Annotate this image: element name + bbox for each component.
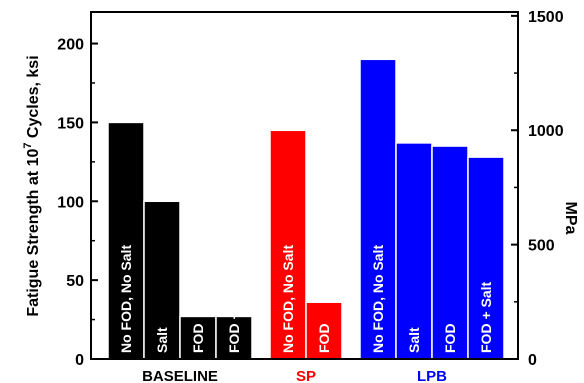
y-axis-title-tail: Cycles, ksi: [25, 55, 42, 142]
bar-sp-2: [305, 301, 343, 360]
bar-label-baseline-1: No FOD, No Salt: [118, 245, 134, 353]
y-axis-title-superscript: 7: [22, 143, 34, 149]
bar-label-baseline-4: FOD + Salt: [226, 281, 242, 353]
group-label-sp: SP: [296, 368, 316, 383]
left-tick-label-50: 50: [66, 273, 84, 290]
bar-label-baseline-3: FOD: [190, 323, 206, 353]
bar-label-sp-1: No FOD, No Salt: [280, 245, 296, 353]
right-tick-label-0: 0: [528, 352, 537, 369]
bar-baseline-4: [215, 315, 253, 360]
group-labels-layer: BASELINE SP LPB: [142, 368, 447, 383]
bar-label-lpb-4: FOD + Salt: [478, 281, 494, 353]
y-axis-title-right: MPa: [562, 202, 579, 235]
bars-layer: [107, 58, 505, 360]
ticks-layer: 0 50 100 150 200 0 500 1000 1500: [57, 9, 563, 369]
bar-baseline-2: [143, 200, 181, 360]
left-tick-label-100: 100: [57, 194, 84, 211]
left-tick-label-0: 0: [75, 352, 84, 369]
bar-lpb-2: [395, 142, 433, 360]
right-tick-label-1000: 1000: [528, 123, 564, 140]
bar-lpb-3: [431, 145, 469, 360]
left-tick-label-200: 200: [57, 37, 84, 54]
group-label-baseline: BASELINE: [142, 368, 218, 383]
bar-label-lpb-1: No FOD, No Salt: [370, 245, 386, 353]
bar-label-sp-2: FOD: [316, 323, 332, 353]
right-tick-label-1500: 1500: [528, 9, 564, 26]
bar-baseline-1: [107, 121, 145, 360]
left-tick-label-150: 150: [57, 115, 84, 132]
bar-labels-layer: No FOD, No Salt Salt FOD FOD + Salt No FOD, …: [118, 245, 494, 353]
bar-label-lpb-3: FOD: [442, 323, 458, 353]
y-axis-title-main: Fatigue Strength at 10: [25, 149, 42, 317]
bar-label-lpb-2: Salt: [406, 327, 422, 353]
bar-label-baseline-2: Salt: [154, 327, 170, 353]
group-label-lpb: LPB: [417, 368, 447, 383]
y-axis-title-left: Fatigue Strength at 107 Cycles, ksi: [22, 55, 42, 316]
right-tick-label-500: 500: [528, 238, 555, 255]
plot-frame: [90, 11, 519, 360]
